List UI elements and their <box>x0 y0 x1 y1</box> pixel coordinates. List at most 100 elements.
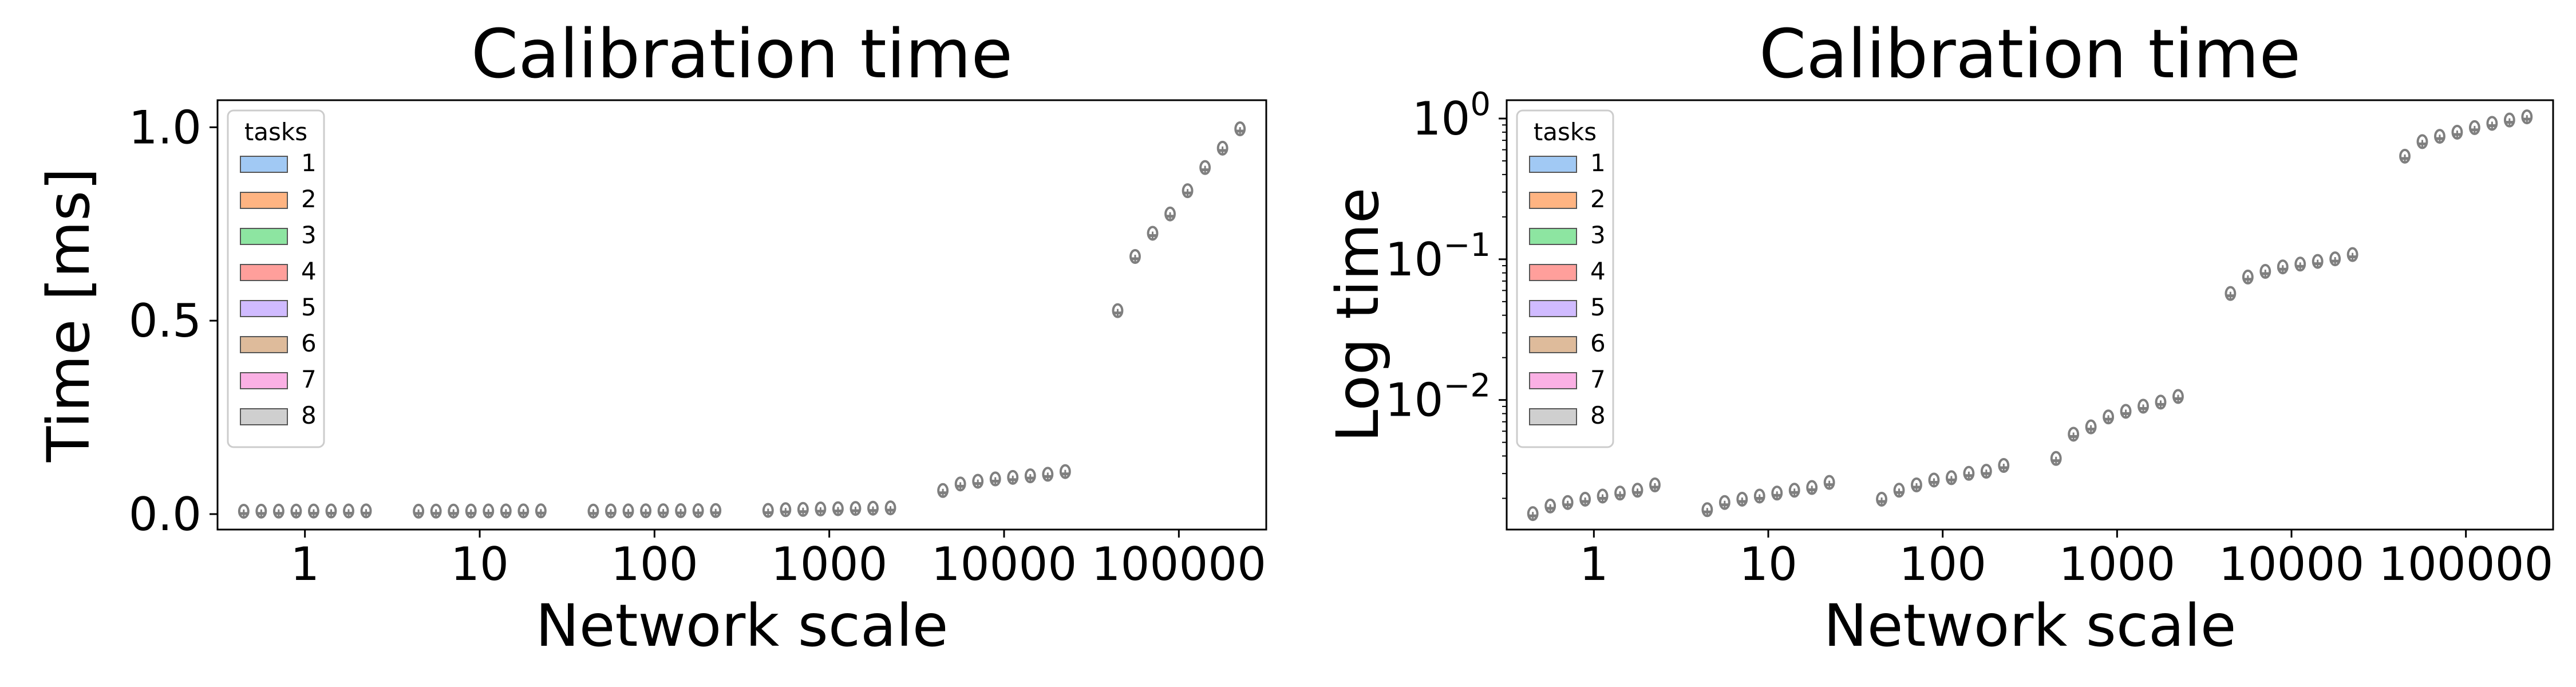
x-tick-label: 1 <box>290 538 319 591</box>
x-tick-label: 10 <box>451 538 509 591</box>
box-10000-5 <box>2294 256 2306 272</box>
box-1-4 <box>1579 491 1591 507</box>
legend-label: 8 <box>301 401 317 429</box>
box-outlier <box>2259 264 2271 279</box>
box-outlier <box>1024 468 1036 484</box>
box-1000-2 <box>2068 427 2080 442</box>
box-1000-5 <box>2120 404 2132 419</box>
box-outlier <box>1129 249 1141 264</box>
box-outlier <box>2138 398 2149 414</box>
box-100000-1 <box>1112 303 1124 318</box>
box-outlier <box>657 503 669 519</box>
box-1-8 <box>1649 477 1661 493</box>
legend-label: 2 <box>1590 185 1606 213</box>
box-outlier <box>972 473 984 489</box>
box-outlier <box>1147 226 1159 241</box>
box-outlier <box>1182 183 1194 199</box>
box-100-1 <box>1876 491 1887 507</box>
box-outlier <box>2312 254 2324 269</box>
box-outlier <box>1216 140 1228 156</box>
box-10-2 <box>430 503 442 519</box>
box-1-8 <box>360 503 372 519</box>
y-tick-label: 100 <box>1412 86 1491 145</box>
box-outlier <box>797 502 809 517</box>
box-outlier <box>850 501 862 516</box>
legend-label: 7 <box>301 365 317 393</box>
box-100000-3 <box>2434 129 2445 144</box>
box-outlier <box>500 503 512 519</box>
y-tick-label: 10−2 <box>1385 368 1491 427</box>
box-outlier <box>1199 160 1211 175</box>
box-outlier <box>1771 485 1783 501</box>
box-1000-6 <box>2138 398 2149 414</box>
y-tick-label: 0.5 <box>129 294 202 348</box>
box-outlier <box>1806 480 1818 495</box>
legend-label: 7 <box>1590 365 1606 393</box>
box-outlier <box>605 503 617 519</box>
legend-label: 5 <box>1590 293 1606 321</box>
x-tick-label: 10000 <box>2219 538 2365 591</box>
box-1-7 <box>1631 483 1643 498</box>
y-axis-label: Time [ms] <box>35 168 103 463</box>
box-outlier <box>2103 409 2115 425</box>
box-100-8 <box>710 503 722 518</box>
box-outlier <box>325 503 337 519</box>
box-10000-3 <box>2259 264 2271 279</box>
box-1-3 <box>1562 495 1574 510</box>
box-outlier <box>1963 465 1975 481</box>
legend-label: 4 <box>1590 257 1606 285</box>
box-outlier <box>1718 495 1730 510</box>
x-tick-label: 1000 <box>2059 538 2176 591</box>
box-100-5 <box>1945 470 1957 485</box>
legend-swatch <box>240 300 288 317</box>
box-outlier <box>1527 506 1539 522</box>
box-10000-6 <box>2312 254 2324 269</box>
box-100-3 <box>1911 477 1922 493</box>
y-tick-label: 1.0 <box>129 101 202 154</box>
box-10000-1 <box>2225 286 2237 301</box>
box-outlier <box>1631 483 1643 498</box>
box-10-3 <box>448 503 460 519</box>
box-10000-1 <box>937 483 949 498</box>
legend-label: 2 <box>301 185 317 213</box>
box-100-5 <box>657 503 669 519</box>
box-outlier <box>1112 303 1124 318</box>
box-outlier <box>989 471 1001 487</box>
box-1000-6 <box>850 501 862 516</box>
box-10000-6 <box>1024 468 1036 484</box>
box-1-6 <box>325 503 337 519</box>
x-tick-label: 10000 <box>931 538 1077 591</box>
legend-swatch <box>240 264 288 281</box>
legend-swatch <box>240 228 288 245</box>
box-outlier <box>1945 470 1957 485</box>
x-tick-label: 1 <box>1579 538 1609 591</box>
box-10-4 <box>1753 488 1765 504</box>
box-100000-7 <box>1216 140 1228 156</box>
legend-label: 3 <box>1590 221 1606 249</box>
y-tick-label: 0.0 <box>129 488 202 541</box>
box-100-6 <box>675 503 687 519</box>
legend-swatch <box>1529 264 1577 281</box>
legend: tasks 1 2 3 4 5 6 7 8 <box>227 109 325 448</box>
box-outlier <box>1928 472 1940 488</box>
box-outlier <box>710 503 722 518</box>
box-outlier <box>1562 495 1574 510</box>
box-outlier <box>413 503 425 519</box>
x-tick-label: 1000 <box>771 538 888 591</box>
box-outlier <box>1753 488 1765 504</box>
box-outlier <box>884 500 896 516</box>
box-100000-7 <box>2503 112 2515 128</box>
box-100-4 <box>640 503 652 519</box>
box-10000-5 <box>1007 469 1019 485</box>
box-10-8 <box>1823 475 1835 490</box>
y-tick-label: 10−1 <box>1385 227 1491 286</box>
box-outlier <box>1980 464 1992 479</box>
box-10-3 <box>1736 491 1748 507</box>
legend-swatch <box>1529 228 1577 245</box>
box-1-7 <box>343 503 354 519</box>
box-outlier <box>290 503 302 519</box>
box-1-4 <box>290 503 302 519</box>
box-10000-8 <box>1059 464 1071 479</box>
plot-frame <box>216 99 1267 531</box>
box-outlier <box>2434 129 2445 144</box>
